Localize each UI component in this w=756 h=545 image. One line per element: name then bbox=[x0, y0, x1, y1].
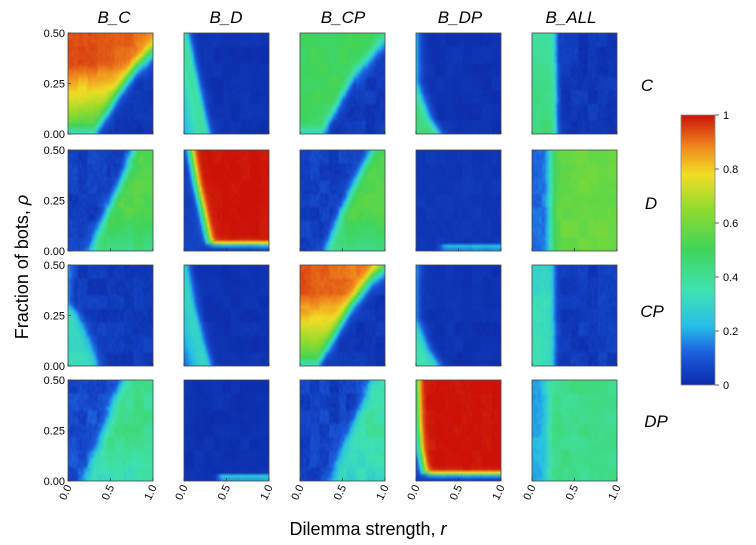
column-titles: B_C B_D B_CP B_DP B_ALL bbox=[97, 8, 596, 27]
x-tick-label: 0.0 bbox=[173, 483, 190, 502]
x-tick-label: 0.5 bbox=[564, 483, 581, 502]
colorbar-tick-label: 0.6 bbox=[723, 218, 738, 230]
colorbar-tick-labels: 0 0.2 0.4 0.6 0.8 1 bbox=[715, 110, 738, 392]
panel-d-b-all bbox=[531, 149, 618, 252]
row-label-cp: CP bbox=[640, 302, 664, 321]
y-tick-label: 0.25 bbox=[44, 426, 65, 438]
heatmap-image bbox=[416, 33, 501, 134]
x-tick-label: 1.0 bbox=[374, 483, 391, 502]
x-tick-label: 0.0 bbox=[289, 483, 306, 502]
panel-c-b-d bbox=[183, 32, 270, 135]
panel-d-b-dp bbox=[415, 149, 502, 252]
heatmap-image bbox=[532, 33, 617, 134]
x-axis-label: Dilemma strength, r bbox=[289, 519, 447, 539]
heatmap-image bbox=[300, 265, 385, 366]
x-tick-label: 1.0 bbox=[490, 483, 507, 502]
x-tick-label: 0.5 bbox=[332, 483, 349, 502]
heatmap-image bbox=[532, 265, 617, 366]
heatmap-image bbox=[68, 150, 153, 251]
heatmap-image bbox=[68, 33, 153, 134]
x-tick-label: 1.0 bbox=[258, 483, 275, 502]
heatmap-image bbox=[416, 380, 501, 481]
colorbar-tick-label: 0.8 bbox=[723, 164, 738, 176]
x-tick-label: 0.0 bbox=[57, 483, 74, 502]
y-tick-label: 0.00 bbox=[44, 476, 65, 488]
heatmap-image bbox=[416, 265, 501, 366]
column-title-b-d: B_D bbox=[209, 8, 242, 27]
panel-d-b-c bbox=[67, 149, 154, 252]
heatmap-image bbox=[300, 33, 385, 134]
y-tick-label: 0.50 bbox=[44, 375, 65, 387]
colorbar-tick-label: 0.2 bbox=[723, 326, 738, 338]
column-title-b-c: B_C bbox=[97, 8, 131, 27]
y-tick-label: 0.25 bbox=[44, 196, 65, 208]
column-title-b-all: B_ALL bbox=[545, 8, 596, 27]
heatmap-image bbox=[300, 150, 385, 251]
panel-dp-b-c bbox=[67, 379, 154, 482]
panel-dp-b-cp bbox=[299, 379, 386, 482]
column-title-b-dp: B_DP bbox=[438, 8, 483, 27]
heatmap-image bbox=[184, 33, 269, 134]
panel-d-b-cp bbox=[299, 149, 386, 252]
panel-d-b-d bbox=[183, 149, 270, 252]
y-axis-label: Fraction of bots, ρ bbox=[12, 195, 32, 339]
panel-cp-b-c bbox=[67, 264, 154, 367]
panel-c-b-cp bbox=[299, 32, 386, 135]
y-tick-label: 0.00 bbox=[44, 129, 65, 141]
heatmap-image bbox=[532, 380, 617, 481]
heatmap-image bbox=[184, 265, 269, 366]
colorbar-tick-label: 1 bbox=[723, 110, 729, 122]
heatmap-panels bbox=[67, 32, 618, 482]
colorbar-tick-label: 0.4 bbox=[723, 272, 738, 284]
row-labels: C D CP DP bbox=[640, 76, 668, 431]
x-tick-label: 0.5 bbox=[216, 483, 233, 502]
panel-cp-b-all bbox=[531, 264, 618, 367]
x-tick-label: 1.0 bbox=[142, 483, 159, 502]
row-label-dp: DP bbox=[644, 412, 668, 431]
panel-c-b-all bbox=[531, 32, 618, 135]
y-tick-label: 0.25 bbox=[44, 311, 65, 323]
panel-cp-b-cp bbox=[299, 264, 386, 367]
colorbar-tick-label: 0 bbox=[723, 380, 729, 392]
panel-cp-b-d bbox=[183, 264, 270, 367]
y-tick-label: 0.25 bbox=[44, 79, 65, 91]
x-tick-labels: 0.0 0.5 1.0 0.0 0.5 1.0 0.0 0.5 1.0 0.0 0.5 1.0 0.0 0… bbox=[57, 483, 623, 502]
column-title-b-cp: B_CP bbox=[321, 8, 366, 27]
x-tick-label: 0.5 bbox=[448, 483, 465, 502]
colorbar-gradient bbox=[680, 114, 716, 386]
heatmap-image bbox=[532, 150, 617, 251]
colorbar: 0 0.2 0.4 0.6 0.8 1 bbox=[680, 110, 738, 392]
x-tick-label: 1.0 bbox=[606, 483, 623, 502]
row-label-d: D bbox=[645, 194, 657, 213]
x-tick-label: 0.0 bbox=[405, 483, 422, 502]
panel-c-b-dp bbox=[415, 32, 502, 135]
y-tick-label: 0.50 bbox=[44, 28, 65, 40]
x-tick-label: 0.0 bbox=[521, 483, 538, 502]
panel-dp-b-dp bbox=[415, 379, 502, 482]
panel-dp-b-d bbox=[183, 379, 270, 482]
row-label-c: C bbox=[641, 76, 654, 95]
panel-c-b-c bbox=[67, 32, 154, 135]
y-tick-labels: 0.00 0.25 0.50 0.00 0.25 0.50 0.00 0.25 0.50 0.00… bbox=[44, 28, 65, 488]
heatmap-image bbox=[184, 380, 269, 481]
heatmap-image bbox=[68, 265, 153, 366]
heatmap-image bbox=[68, 380, 153, 481]
heatmap-image bbox=[300, 380, 385, 481]
heatmap-image bbox=[184, 150, 269, 251]
y-tick-label: 0.00 bbox=[44, 361, 65, 373]
x-tick-label: 0.5 bbox=[100, 483, 117, 502]
y-tick-label: 0.00 bbox=[44, 246, 65, 258]
panel-dp-b-all bbox=[531, 379, 618, 482]
heatmap-image bbox=[416, 150, 501, 251]
panel-cp-b-dp bbox=[415, 264, 502, 367]
y-tick-label: 0.50 bbox=[44, 145, 65, 157]
y-tick-label: 0.50 bbox=[44, 260, 65, 272]
